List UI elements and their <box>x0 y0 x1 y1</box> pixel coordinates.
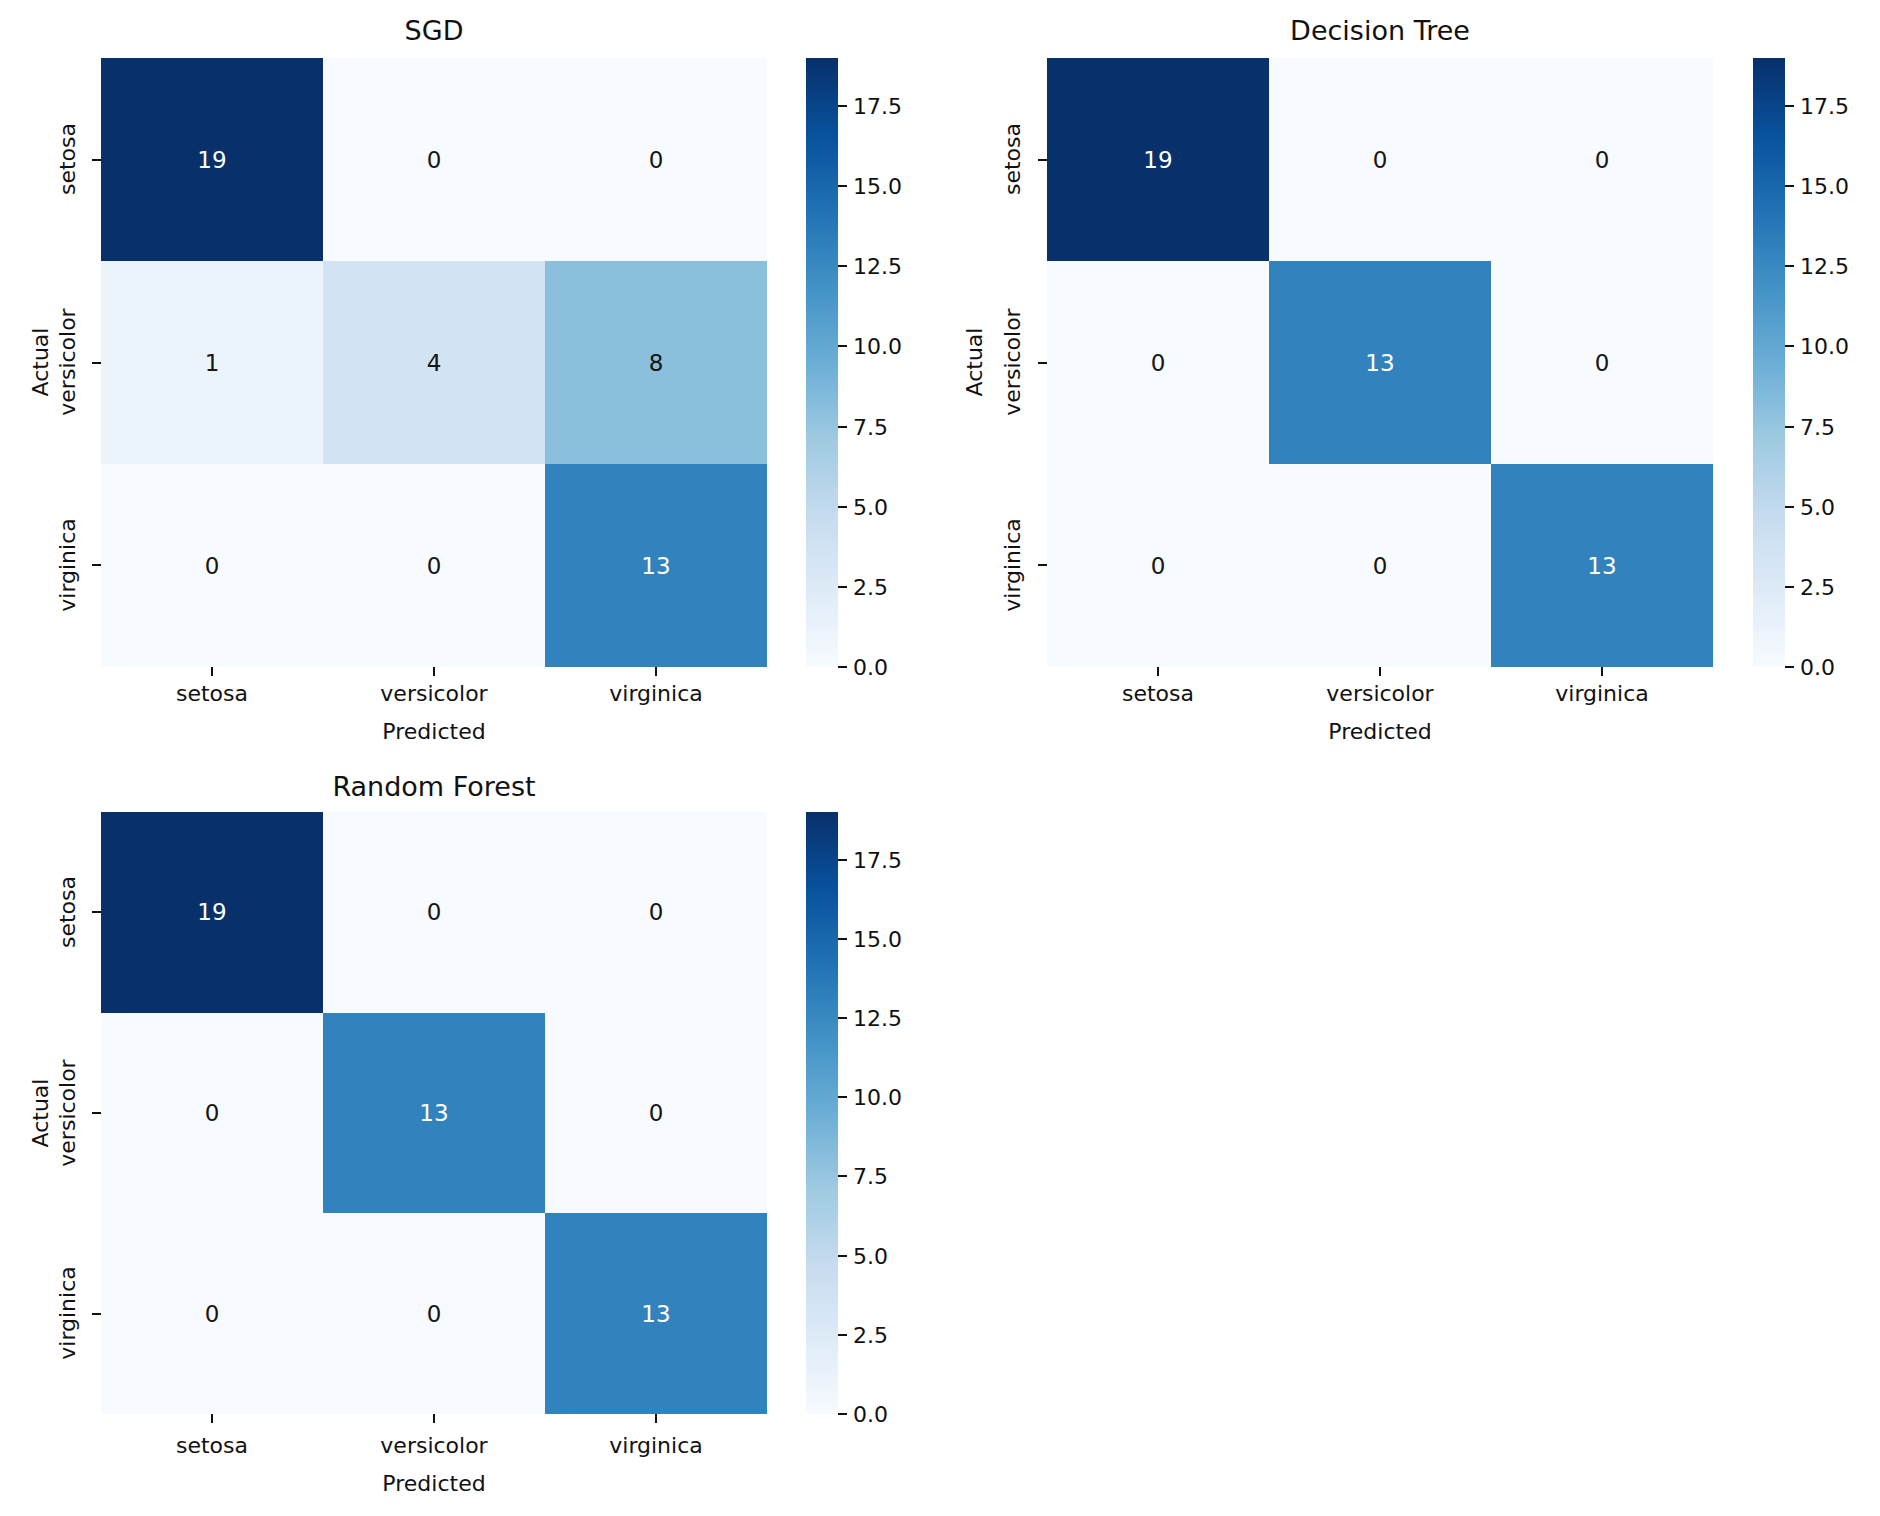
colorbar-tick-mark <box>838 938 847 940</box>
colorbar-tick-mark <box>838 1255 847 1257</box>
x-tick-mark <box>211 1414 213 1423</box>
heatmap-cell: 19 <box>101 812 323 1013</box>
colorbar-tick-mark <box>838 1334 847 1336</box>
figure-canvas: SGD Actual setosa versicolor virginica 1… <box>0 0 1880 1516</box>
heatmap-cell: 0 <box>101 1013 323 1214</box>
x-tick-label: virginica <box>609 1433 703 1458</box>
colorbar: 17.5 15.0 12.5 10.0 7.5 5.0 2.5 0.0 <box>806 812 838 1414</box>
colorbar-tick-mark <box>838 1175 847 1177</box>
colorbar-tick-mark <box>838 1413 847 1415</box>
colorbar-tick-mark <box>838 1096 847 1098</box>
colorbar-tick-label: 5.0 <box>853 1243 888 1268</box>
colorbar-tick-label: 17.5 <box>853 847 902 872</box>
x-axis-label: Predicted <box>382 1471 485 1496</box>
heatmap-cell: 0 <box>323 812 545 1013</box>
y-tick-label: versicolor <box>55 1059 80 1166</box>
colorbar-tick-label: 10.0 <box>853 1085 902 1110</box>
y-axis-label: Actual <box>28 1079 53 1148</box>
x-tick-mark <box>655 1414 657 1423</box>
colorbar-tick-label: 12.5 <box>853 1005 902 1030</box>
heatmap-cell: 0 <box>323 1213 545 1414</box>
y-tick-mark <box>92 911 101 913</box>
heatmap-cell: 0 <box>545 812 767 1013</box>
x-tick-mark <box>433 1414 435 1423</box>
chart-title: Random Forest <box>332 771 535 802</box>
y-tick-mark <box>92 1313 101 1315</box>
heatmap-cell: 13 <box>545 1213 767 1414</box>
x-tick-label: versicolor <box>380 1433 487 1458</box>
x-tick-label: setosa <box>176 1433 248 1458</box>
y-tick-label: virginica <box>55 1266 80 1360</box>
y-tick-label: setosa <box>55 876 80 948</box>
heatmap: 19 0 0 0 13 0 0 0 13 <box>101 812 767 1414</box>
heatmap-cell: 13 <box>323 1013 545 1214</box>
y-tick-mark <box>92 1112 101 1114</box>
colorbar-tick-mark <box>838 1017 847 1019</box>
colorbar-tick-label: 2.5 <box>853 1322 888 1347</box>
heatmap-cell: 0 <box>545 1013 767 1214</box>
colorbar-tick-label: 7.5 <box>853 1164 888 1189</box>
colorbar-tick-label: 0.0 <box>853 1402 888 1427</box>
colorbar-tick-label: 15.0 <box>853 926 902 951</box>
colorbar-tick-mark <box>838 859 847 861</box>
subplot-random-forest: Random Forest Actual setosa versicolor v… <box>0 0 1880 1516</box>
heatmap-cell: 0 <box>101 1213 323 1414</box>
